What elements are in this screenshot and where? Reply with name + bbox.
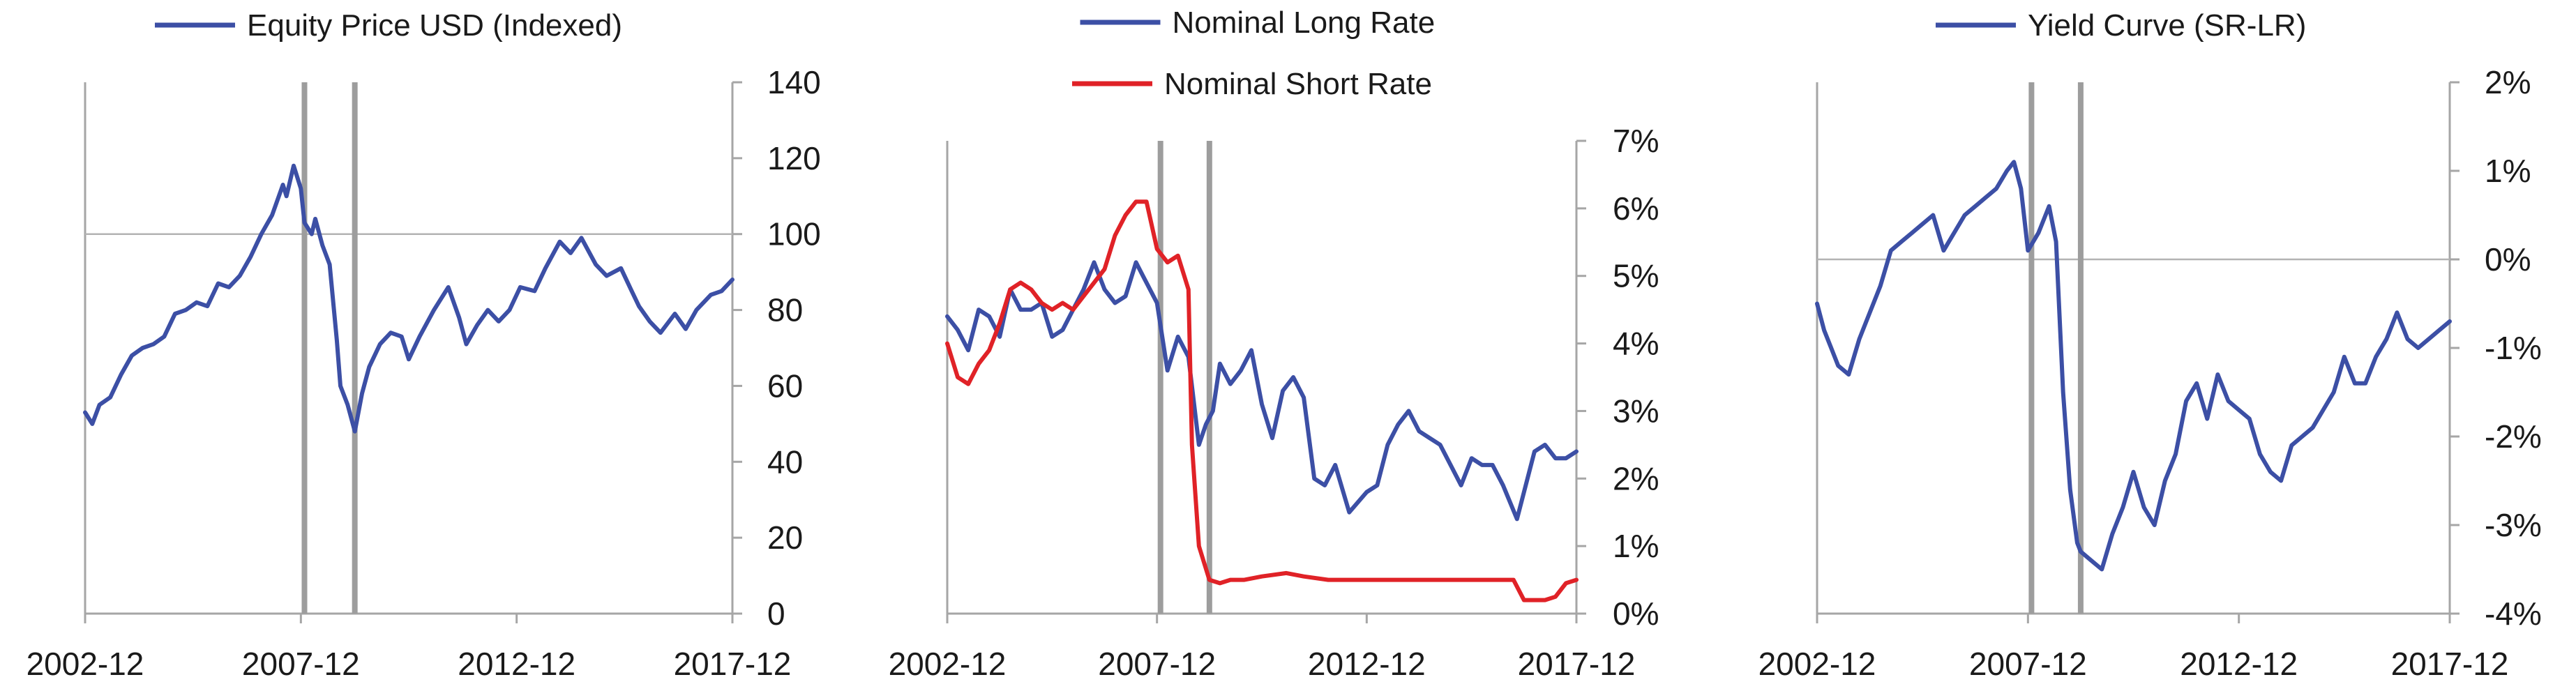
x-tick-label: 2007-12: [242, 646, 360, 682]
y-tick-label: 2%: [1613, 460, 1659, 496]
series-line-nominal-short-rate: [945, 199, 1579, 602]
y-tick-label: 60: [767, 367, 803, 404]
legend-label: Equity Price USD (Indexed): [247, 8, 622, 43]
series-line-nominal-long-rate: [945, 260, 1579, 522]
series-line-yield-curve-sr-lr: [1815, 160, 2452, 572]
legend-item: Yield Curve (SR-LR): [1936, 8, 2306, 43]
y-tick-label: 140: [767, 64, 821, 100]
x-tick-label: 2002-12: [1758, 646, 1876, 682]
y-tick-label: 1%: [1613, 528, 1659, 564]
y-tick-label: -4%: [2485, 595, 2542, 632]
y-tick-label: 100: [767, 216, 821, 252]
y-tick-label: 120: [767, 140, 821, 176]
y-tick-label: 1%: [2485, 153, 2531, 189]
equity-price-chart: 0 20 40 60 80 100 120 140 2002-12 2007-12 2012-12 2…: [27, 8, 821, 682]
x-tick-label: 2007-12: [1969, 646, 2087, 682]
x-tick-label: 2017-12: [2391, 646, 2509, 682]
x-tick-label: 2007-12: [1098, 646, 1216, 682]
x-tick-label: 2002-12: [889, 646, 1007, 682]
legend-item: Equity Price USD (Indexed): [155, 8, 622, 43]
y-tick-label: -2%: [2485, 418, 2542, 455]
y-tick-label: -3%: [2485, 507, 2542, 543]
x-tick-label: 2017-12: [674, 646, 792, 682]
x-tick-label: 2012-12: [458, 646, 575, 682]
y-tick-label: 40: [767, 443, 803, 480]
series-line-equity-price-usd-indexed: [83, 163, 735, 434]
y-tick-label: 0: [767, 595, 785, 632]
x-tick-label: 2017-12: [1518, 646, 1636, 682]
y-tick-label: 7%: [1613, 123, 1659, 159]
legend-label: Nominal Long Rate: [1173, 6, 1436, 40]
y-tick-label: 20: [767, 519, 803, 556]
y-tick-label: 5%: [1613, 258, 1659, 294]
x-tick-label: 2012-12: [1308, 646, 1426, 682]
legend-label: Nominal Short Rate: [1164, 67, 1432, 101]
x-tick-label: 2002-12: [27, 646, 144, 682]
yield-curve-chart: -4% -3% -2% -1% 0% 1% 2% 2002-12 2007-12 2012-12 2…: [1758, 8, 2542, 682]
y-tick-label: 3%: [1613, 393, 1659, 429]
legend-item: Nominal Long Rate: [1080, 6, 1436, 40]
interest-rates-chart: 0% 1% 2% 3% 4% 5% 6% 7% 2002-12 2007-12 2012-12 201…: [889, 6, 1659, 682]
y-tick-label: 6%: [1613, 190, 1659, 227]
legend-label: Yield Curve (SR-LR): [2028, 8, 2306, 43]
y-tick-label: -1%: [2485, 330, 2542, 366]
legend-item: Nominal Short Rate: [1072, 67, 1432, 101]
y-tick-label: 0%: [1613, 595, 1659, 632]
y-tick-label: 80: [767, 292, 803, 328]
y-tick-label: 4%: [1613, 326, 1659, 362]
x-tick-label: 2012-12: [2180, 646, 2298, 682]
y-tick-label: 0%: [2485, 241, 2531, 278]
y-tick-label: 2%: [2485, 64, 2531, 100]
